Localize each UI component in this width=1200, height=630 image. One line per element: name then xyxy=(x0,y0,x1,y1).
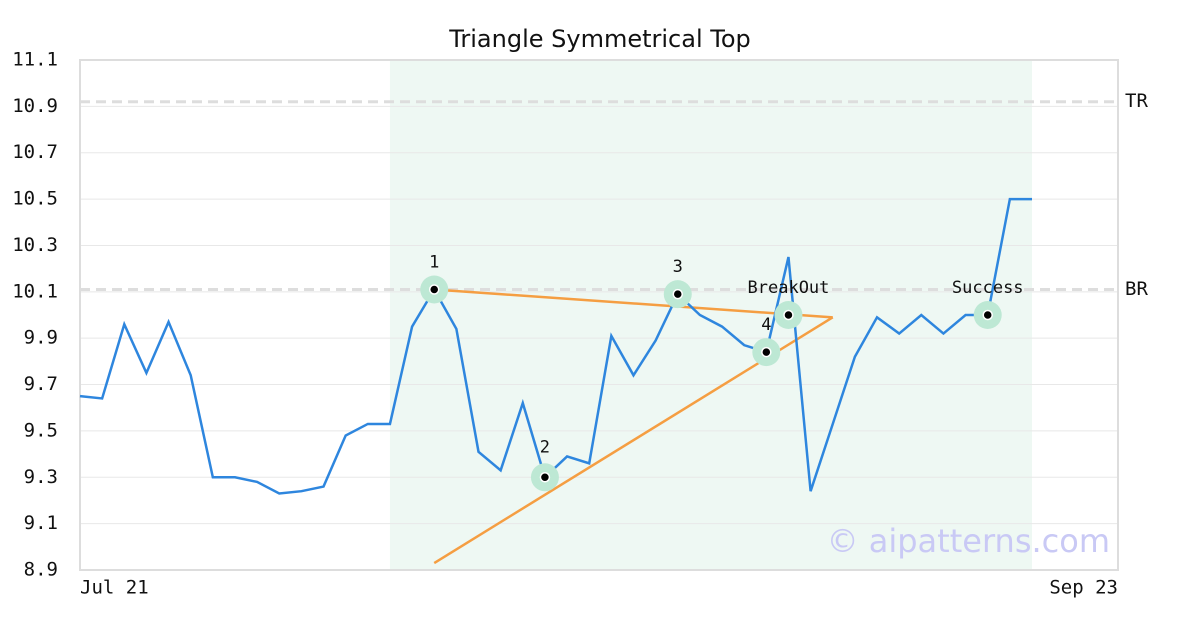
y-tick-label: 10.5 xyxy=(12,188,58,210)
reference-label: BR xyxy=(1125,278,1148,300)
annotation-label: Success xyxy=(952,278,1024,298)
y-tick-label: 9.9 xyxy=(24,327,58,349)
annotation-dot xyxy=(783,309,794,321)
reference-label: TR xyxy=(1125,90,1148,112)
y-tick-label: 8.9 xyxy=(24,559,58,581)
annotation-dot xyxy=(982,309,993,321)
highlight-band xyxy=(389,60,1032,570)
annotation-label: 2 xyxy=(540,437,550,457)
y-tick-label: 9.7 xyxy=(24,373,58,395)
y-tick-label: 10.3 xyxy=(12,234,58,256)
y-tick-label: 11.1 xyxy=(12,49,58,71)
annotation-label: 4 xyxy=(761,315,771,335)
chart-title: Triangle Symmetrical Top xyxy=(448,25,751,53)
y-tick-label: 10.7 xyxy=(12,141,58,163)
annotation-dot xyxy=(761,346,772,358)
annotation-label: BreakOut xyxy=(748,278,830,298)
watermark: © aipatterns.com xyxy=(827,522,1110,560)
trend-line xyxy=(434,288,833,319)
plot-frame xyxy=(79,59,1119,571)
price-line xyxy=(79,197,1032,495)
annotation-dot xyxy=(428,284,440,295)
annotation-dot xyxy=(672,288,684,300)
annotation-label: 1 xyxy=(429,253,439,273)
annotation-dot xyxy=(539,472,551,483)
x-tick-label: Sep 23 xyxy=(1049,577,1118,599)
y-tick-label: 10.9 xyxy=(12,95,58,117)
y-tick-label: 9.3 xyxy=(24,466,58,488)
y-tick-label: 9.5 xyxy=(24,419,58,441)
x-tick-label: Jul 21 xyxy=(80,577,149,599)
annotation-label: 3 xyxy=(673,257,683,277)
y-tick-label: 10.1 xyxy=(12,280,58,302)
y-tick-label: 9.1 xyxy=(24,512,58,534)
